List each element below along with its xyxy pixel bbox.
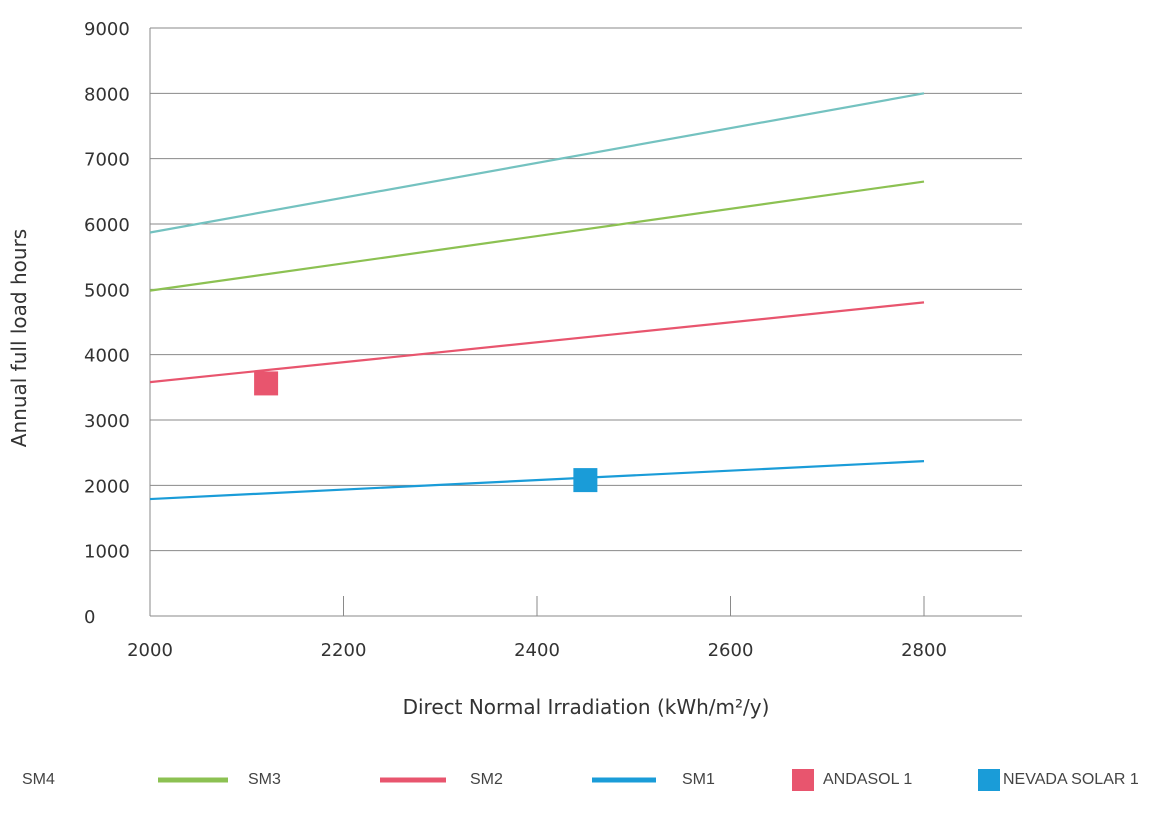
legend-label: ANDASOL 1 <box>823 771 912 788</box>
y-tick-label: 6000 <box>84 215 130 236</box>
marker-nevada-solar-1 <box>573 468 598 493</box>
legend-item-sm4: SM4 <box>22 771 55 788</box>
x-tick-label: 2800 <box>901 640 947 661</box>
legend-label: SM1 <box>682 771 715 788</box>
tick-labels: 0 1000 2000 3000 4000 5000 6000 7000 8000 9000 200… <box>84 19 947 661</box>
legend-item-sm3: SM3 <box>158 771 281 788</box>
y-tick-label: 0 <box>84 607 95 628</box>
legend-swatch <box>978 769 1000 791</box>
x-tick-label: 2200 <box>321 640 367 661</box>
legend-item-nevada-solar-1: NEVADA SOLAR 1 <box>978 769 1139 791</box>
legend-item-sm2: SM2 <box>380 771 503 788</box>
y-axis-title: Annual full load hours <box>7 229 31 447</box>
series-line-sm3 <box>149 180 925 292</box>
legend-item-andasol-1: ANDASOL 1 <box>792 769 912 791</box>
series-line-sm1 <box>149 460 925 501</box>
series-markers <box>254 371 598 493</box>
y-tick-label: 8000 <box>84 84 130 105</box>
legend-label: SM2 <box>470 771 503 788</box>
series-line-sm2 <box>149 301 925 384</box>
legend: SM4 SM3 SM2 SM1 ANDASOL 1 NEVADA SOLAR 1 <box>22 769 1139 791</box>
axes <box>149 28 1022 617</box>
y-tick-label: 3000 <box>84 411 130 432</box>
legend-swatch <box>792 769 814 791</box>
y-tick-label: 1000 <box>84 542 130 563</box>
legend-label: SM4 <box>22 771 55 788</box>
y-tick-label: 9000 <box>84 19 130 40</box>
series-lines <box>149 92 925 501</box>
x-tick-label: 2000 <box>127 640 173 661</box>
legend-label: SM3 <box>248 771 281 788</box>
legend-item-sm1: SM1 <box>592 771 715 788</box>
marker-andasol-1 <box>254 371 279 396</box>
legend-label: NEVADA SOLAR 1 <box>1003 771 1139 788</box>
grid-lines <box>150 27 1022 552</box>
y-tick-label: 4000 <box>84 346 130 367</box>
x-tick-label: 2600 <box>708 640 754 661</box>
x-axis-title: Direct Normal Irradiation (kWh/m²/y) <box>403 695 770 719</box>
x-tick-label: 2400 <box>514 640 560 661</box>
y-tick-label: 2000 <box>84 476 130 497</box>
y-tick-label: 5000 <box>84 280 130 301</box>
y-tick-label: 7000 <box>84 150 130 171</box>
series-line-sm4 <box>149 92 925 234</box>
